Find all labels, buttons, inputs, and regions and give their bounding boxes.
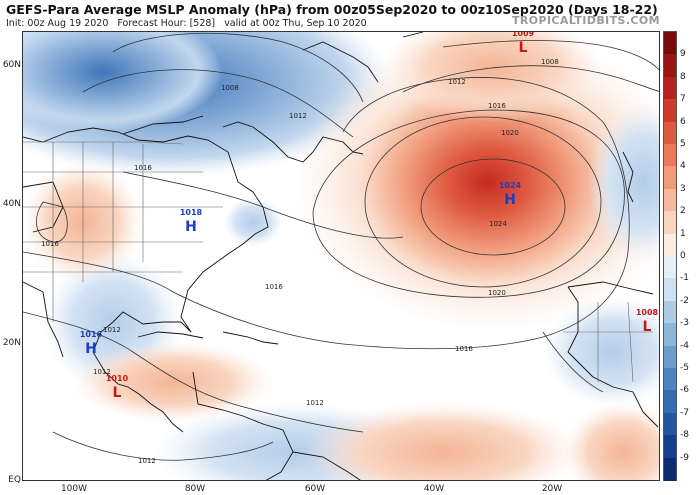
colorbar-segment	[664, 121, 676, 145]
isobar-label: 1016	[265, 283, 283, 291]
map-canvas: 1008 1008 1012 1016 1020 1024 1012 1016 …	[23, 32, 659, 480]
lon-label: 60W	[304, 484, 326, 494]
colorbar-tick-label: 5	[680, 139, 686, 149]
colorbar-segment	[664, 457, 676, 481]
colorbar-tick-label: -2	[680, 295, 689, 306]
colorbar-tick-label: 1	[680, 228, 686, 239]
lon-label: 40W	[423, 484, 445, 494]
colorbar-tick-label: 2	[680, 206, 686, 217]
isobar-label: 1012	[138, 457, 156, 465]
isobar-label: 1024	[489, 220, 507, 228]
colorbar-segment	[664, 278, 676, 302]
low-symbol: L	[643, 319, 652, 335]
colorbar-tick-label: 7	[680, 94, 686, 105]
political-borders	[23, 141, 653, 383]
anomaly-shading	[23, 32, 659, 480]
colorbar-segment	[664, 256, 676, 279]
high-center: 1024 H	[499, 181, 522, 208]
pressure-value: 1008	[636, 308, 659, 317]
colorbar-segment	[664, 166, 676, 190]
lat-label: EQ	[8, 475, 21, 485]
isobar-label: 1020	[488, 289, 506, 297]
colorbar-tick-label: -4	[680, 340, 689, 351]
high-center: 1016 H	[80, 330, 103, 357]
colorbar-tick-label: -9	[680, 452, 689, 463]
lat-label: 60N	[2, 60, 21, 70]
pressure-value: 1010	[106, 374, 129, 383]
pressure-value: 1018	[180, 208, 203, 217]
coastlines	[23, 32, 659, 480]
high-center: 1018 H	[180, 208, 203, 235]
colorbar-tick-label: -6	[680, 385, 689, 396]
isobar-label: 1012	[306, 399, 324, 407]
lon-label: 20W	[541, 484, 563, 494]
lon-label: 100W	[60, 484, 88, 494]
colorbar-segment	[664, 99, 676, 123]
colorbar-tick-label: -3	[680, 318, 689, 329]
high-symbol: H	[85, 341, 97, 357]
isobar-label: 1016	[41, 240, 59, 248]
valid-time: valid at 00z Thu, Sep 10 2020	[224, 18, 367, 29]
isobar-label: 1012	[93, 368, 111, 376]
colorbar-segment	[664, 435, 676, 459]
colorbar-tick-label: -7	[680, 407, 689, 418]
forecast-hour: Forecast Hour: [528]	[117, 18, 216, 29]
colorbar-segment	[664, 144, 676, 167]
isobar-label: 1008	[221, 84, 239, 92]
lat-label: 20N	[2, 338, 21, 348]
colorbar-segment	[664, 412, 676, 436]
isobar-label: 1012	[103, 326, 121, 334]
isobar-label: 1016	[134, 164, 152, 172]
colorbar	[663, 31, 677, 481]
low-center: 1009 L	[512, 32, 535, 56]
colorbar-tick-label: 6	[680, 116, 686, 127]
colorbar-segment	[664, 54, 676, 78]
lon-label: 80W	[184, 484, 206, 494]
colorbar-segment	[664, 300, 676, 324]
colorbar-tick-label: 9	[680, 49, 686, 60]
lat-label: 40N	[2, 199, 21, 209]
high-symbol: H	[504, 192, 516, 208]
colorbar-tick-label: 0	[680, 251, 686, 261]
isobar-label: 1016	[455, 345, 473, 353]
pressure-value: 1009	[512, 32, 535, 38]
low-symbol: L	[519, 40, 528, 56]
colorbar-segment	[664, 368, 676, 391]
anomaly-map: 1008 1008 1012 1016 1020 1024 1012 1016 …	[22, 31, 660, 481]
pressure-value: 1024	[499, 181, 522, 190]
isobars	[23, 32, 659, 461]
init-time: Init: 00z Aug 19 2020	[6, 18, 109, 29]
colorbar-tick-label: -5	[680, 363, 689, 373]
isobar-label: 1008	[541, 58, 559, 66]
high-symbol: H	[185, 219, 197, 235]
colorbar-segment	[664, 32, 676, 55]
colorbar-tick-label: 8	[680, 71, 686, 82]
colorbar-segment	[664, 390, 676, 414]
colorbar-tick-label: -1	[680, 273, 689, 284]
map-subtitle: Init: 00z Aug 19 2020 Forecast Hour: [52…	[6, 18, 367, 29]
low-symbol: L	[113, 385, 122, 401]
colorbar-segment	[664, 76, 676, 100]
pressure-value: 1016	[80, 330, 103, 339]
low-center: 1010 L	[106, 374, 129, 401]
colorbar-segment	[664, 211, 676, 235]
colorbar-segment	[664, 233, 676, 257]
isobar-label: 1016	[488, 102, 506, 110]
isobar-label: 1020	[501, 129, 519, 137]
isobar-label: 1012	[448, 78, 466, 86]
low-center: 1008 L	[636, 308, 659, 335]
colorbar-segment	[664, 345, 676, 369]
colorbar-tick-label: 4	[680, 161, 686, 172]
colorbar-segment	[664, 323, 676, 347]
colorbar-tick-label: -8	[680, 430, 689, 441]
isobar-label: 1012	[289, 112, 307, 120]
colorbar-segment	[664, 188, 676, 212]
map-title: GEFS-Para Average MSLP Anomaly (hPa) fro…	[6, 2, 658, 17]
brand-watermark: TROPICALTIDBITS.COM	[511, 14, 660, 27]
colorbar-tick-label: 3	[680, 183, 686, 194]
